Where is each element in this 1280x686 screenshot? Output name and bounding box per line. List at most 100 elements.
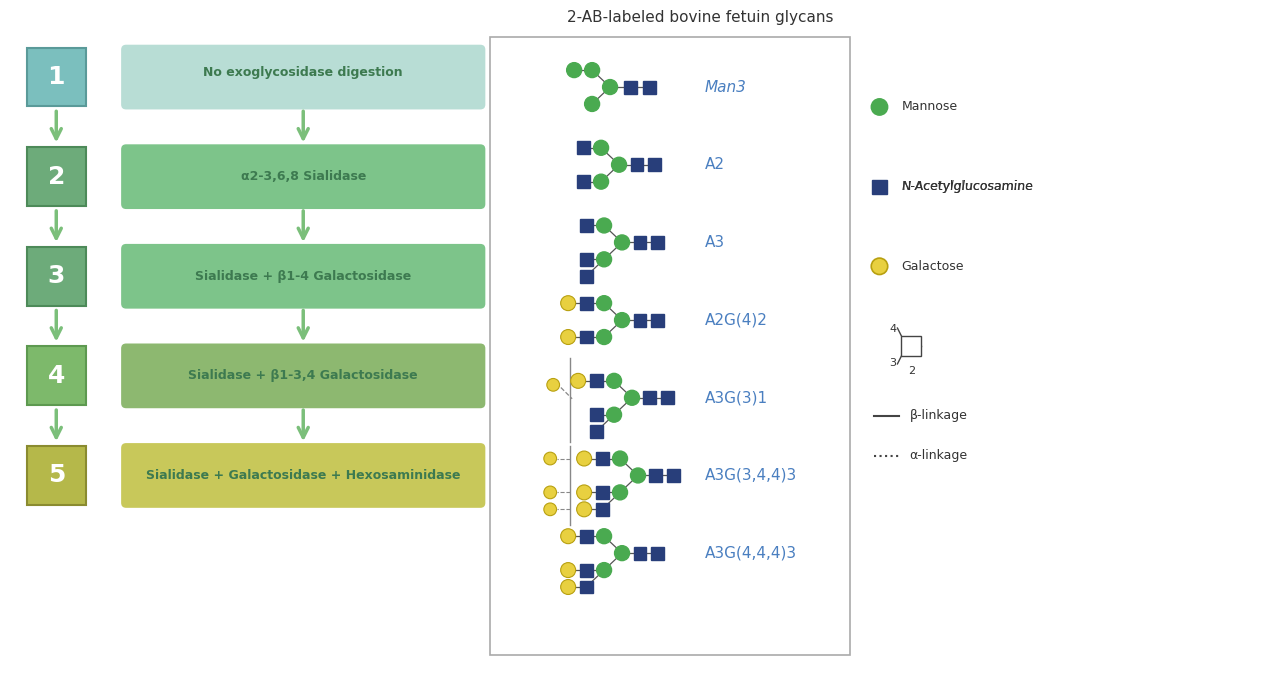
Circle shape [596, 296, 612, 311]
Circle shape [607, 373, 622, 388]
Circle shape [614, 235, 630, 250]
FancyBboxPatch shape [122, 344, 485, 408]
Text: N-Acetylglucosamine: N-Acetylglucosamine [901, 180, 1033, 193]
Circle shape [544, 452, 557, 465]
Text: No exoglycosidase digestion: No exoglycosidase digestion [204, 66, 403, 79]
Bar [634, 314, 646, 327]
Circle shape [625, 390, 640, 405]
Circle shape [596, 218, 612, 233]
Text: 3: 3 [890, 358, 896, 368]
Circle shape [576, 485, 591, 500]
Circle shape [613, 451, 627, 466]
Bar [490, 37, 850, 654]
Text: Sialidase + β1-4 Galactosidase: Sialidase + β1-4 Galactosidase [195, 270, 411, 283]
FancyBboxPatch shape [122, 45, 485, 110]
Circle shape [614, 313, 630, 327]
Text: N-Acetylglucosamine: N-Acetylglucosamine [901, 180, 1033, 193]
Circle shape [613, 485, 627, 500]
Circle shape [561, 563, 576, 578]
Circle shape [594, 141, 608, 155]
Text: A2G(4)2: A2G(4)2 [705, 313, 768, 328]
Bar [580, 253, 593, 265]
Bar [901, 336, 922, 356]
Text: 3: 3 [47, 264, 65, 288]
Circle shape [594, 174, 608, 189]
Bar [634, 547, 646, 560]
FancyBboxPatch shape [122, 244, 485, 309]
Circle shape [612, 157, 626, 172]
Text: α2-3,6,8 Sialidase: α2-3,6,8 Sialidase [241, 170, 366, 183]
Circle shape [585, 97, 599, 111]
Text: A3G(4,4,4)3: A3G(4,4,4)3 [705, 545, 797, 560]
Circle shape [571, 373, 586, 388]
Bar [580, 530, 593, 543]
Bar [652, 236, 664, 249]
FancyBboxPatch shape [122, 144, 485, 209]
Circle shape [561, 580, 576, 595]
FancyBboxPatch shape [27, 147, 86, 206]
Circle shape [576, 451, 591, 466]
Bar [662, 391, 675, 404]
Circle shape [576, 502, 591, 517]
Bar [595, 503, 608, 516]
FancyBboxPatch shape [122, 443, 485, 508]
Text: A3G(3)1: A3G(3)1 [705, 390, 768, 405]
Bar [595, 452, 608, 465]
Bar [649, 158, 662, 172]
Text: α-linkage: α-linkage [909, 449, 968, 462]
Bar [590, 408, 603, 421]
Circle shape [561, 329, 576, 344]
Bar [595, 486, 608, 499]
FancyBboxPatch shape [27, 346, 86, 405]
Text: 1: 1 [47, 65, 65, 89]
Text: 5: 5 [47, 464, 65, 488]
Circle shape [614, 545, 630, 560]
Circle shape [872, 258, 888, 274]
Circle shape [607, 407, 622, 422]
Text: Man3: Man3 [705, 80, 746, 95]
Bar [576, 141, 590, 154]
Text: Sialidase + Galactosidase + Hexosaminidase: Sialidase + Galactosidase + Hexosaminida… [146, 469, 461, 482]
Circle shape [585, 62, 599, 78]
Circle shape [596, 252, 612, 267]
Circle shape [567, 62, 581, 78]
Bar [580, 331, 593, 344]
Text: β-linkage: β-linkage [909, 410, 968, 422]
Bar [652, 547, 664, 560]
Bar [590, 375, 603, 388]
Bar [644, 391, 657, 404]
Text: A3G(3,4,4)3: A3G(3,4,4)3 [705, 468, 797, 483]
Text: A3: A3 [705, 235, 724, 250]
Circle shape [631, 468, 645, 483]
Text: Mannose: Mannose [901, 100, 957, 113]
Bar [576, 175, 590, 188]
Bar [623, 80, 636, 93]
FancyBboxPatch shape [27, 48, 86, 106]
Bar [580, 219, 593, 232]
Circle shape [547, 379, 559, 391]
Circle shape [603, 80, 617, 95]
Text: 2: 2 [47, 165, 65, 189]
Circle shape [596, 329, 612, 344]
Text: A2: A2 [705, 157, 724, 172]
Bar [644, 80, 657, 93]
Circle shape [596, 529, 612, 544]
Circle shape [561, 529, 576, 544]
Circle shape [544, 503, 557, 516]
Text: 4: 4 [47, 364, 65, 388]
Circle shape [872, 99, 888, 115]
Bar [649, 469, 663, 482]
Bar [590, 425, 603, 438]
Bar [634, 236, 646, 249]
Bar [580, 564, 593, 576]
Bar [580, 270, 593, 283]
Text: 4: 4 [890, 324, 896, 334]
Circle shape [596, 563, 612, 578]
Bar [667, 469, 681, 482]
Text: 2-AB-labeled bovine fetuin glycans: 2-AB-labeled bovine fetuin glycans [567, 10, 833, 25]
Bar [873, 180, 887, 193]
Text: Galactose: Galactose [901, 260, 964, 273]
Text: 2: 2 [908, 366, 915, 376]
Bar [631, 158, 644, 172]
FancyBboxPatch shape [27, 247, 86, 306]
